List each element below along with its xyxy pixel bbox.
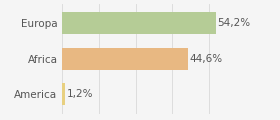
Bar — [62, 12, 216, 34]
Text: 1,2%: 1,2% — [66, 89, 93, 99]
Text: 44,6%: 44,6% — [190, 54, 223, 64]
Bar — [62, 48, 188, 70]
Text: 54,2%: 54,2% — [217, 18, 250, 28]
Bar — [62, 83, 65, 105]
